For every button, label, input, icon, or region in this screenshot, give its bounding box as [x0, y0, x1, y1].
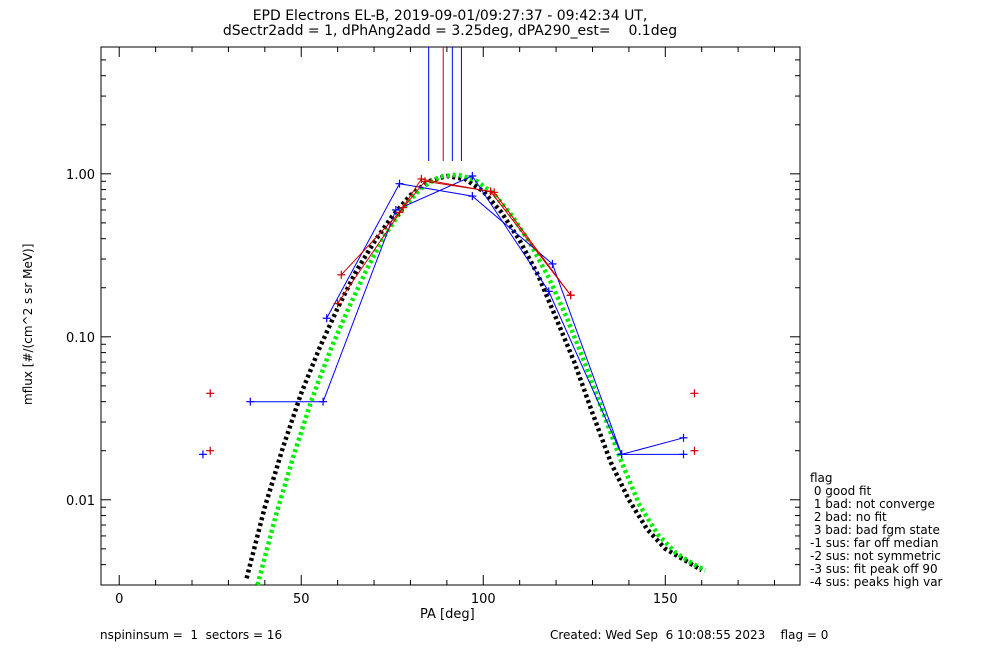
x-tick-label: 100: [471, 592, 496, 607]
y-tick-label: 0.01: [66, 494, 95, 509]
x-tick-label: 150: [653, 592, 678, 607]
blue-data-point: [246, 397, 255, 406]
blue-data-point: [319, 397, 328, 406]
blue-series-line: [250, 175, 684, 455]
plot-frame: [100, 46, 801, 586]
blue-data-point: [198, 450, 207, 459]
legend-item: 2 bad: no fit: [810, 510, 887, 524]
blue-data-point: [395, 179, 404, 188]
red-data-point: [486, 187, 495, 196]
blue-data-point: [679, 450, 688, 459]
footer-left: nspininsum = 1 sectors = 16: [100, 628, 283, 642]
blue-data-point: [468, 171, 477, 180]
y-axis-label: mflux [#/(cm^2 s sr MeV)]: [21, 243, 35, 405]
y-tick-label: 0.10: [66, 331, 95, 346]
chart-title-line2: dSectr2add = 1, dPhAng2add = 3.25deg, dP…: [222, 23, 678, 39]
red-data-point: [690, 446, 699, 455]
legend-item: -2 sus: not symmetric: [810, 549, 941, 563]
legend-item: 3 bad: bad fgm state: [810, 523, 940, 537]
blue-data-point: [544, 287, 553, 296]
x-tick-label: 0: [115, 592, 123, 607]
legend-item: -3 sus: fit peak off 90: [810, 562, 938, 576]
blue-data-point: [322, 314, 331, 323]
blue-data-point: [679, 433, 688, 442]
blue-data-point: [548, 259, 557, 268]
x-axis-label: PA [deg]: [420, 607, 475, 622]
red-data-point: [566, 291, 575, 300]
legend-item: 1 bad: not converge: [810, 497, 935, 511]
red-data-point: [337, 270, 346, 279]
red-data-point: [690, 389, 699, 398]
red-data-point: [421, 177, 430, 186]
red-data-point: [333, 299, 342, 308]
red-data-point: [399, 203, 408, 212]
legend-item: 0 good fit: [810, 484, 872, 498]
legend-title: flag: [810, 471, 833, 485]
green-fit-curve: [255, 172, 707, 586]
blue-data-point: [468, 192, 477, 201]
y-tick-label: 1.00: [66, 168, 95, 183]
footer-right: Created: Wed Sep 6 10:08:55 2023 flag = …: [550, 628, 829, 642]
blue-data-point: [617, 450, 626, 459]
legend-item: -1 sus: far off median: [810, 536, 939, 550]
legend-item: -4 sus: peaks high var: [810, 575, 943, 589]
red-data-point: [206, 389, 215, 398]
blue-series-line: [326, 183, 684, 456]
red-data-point: [206, 446, 215, 455]
x-tick-label: 50: [293, 592, 310, 607]
black-fit-curve: [244, 173, 703, 579]
chart-title-line1: EPD Electrons EL-B, 2019-09-01/09:27:37 …: [252, 8, 648, 24]
